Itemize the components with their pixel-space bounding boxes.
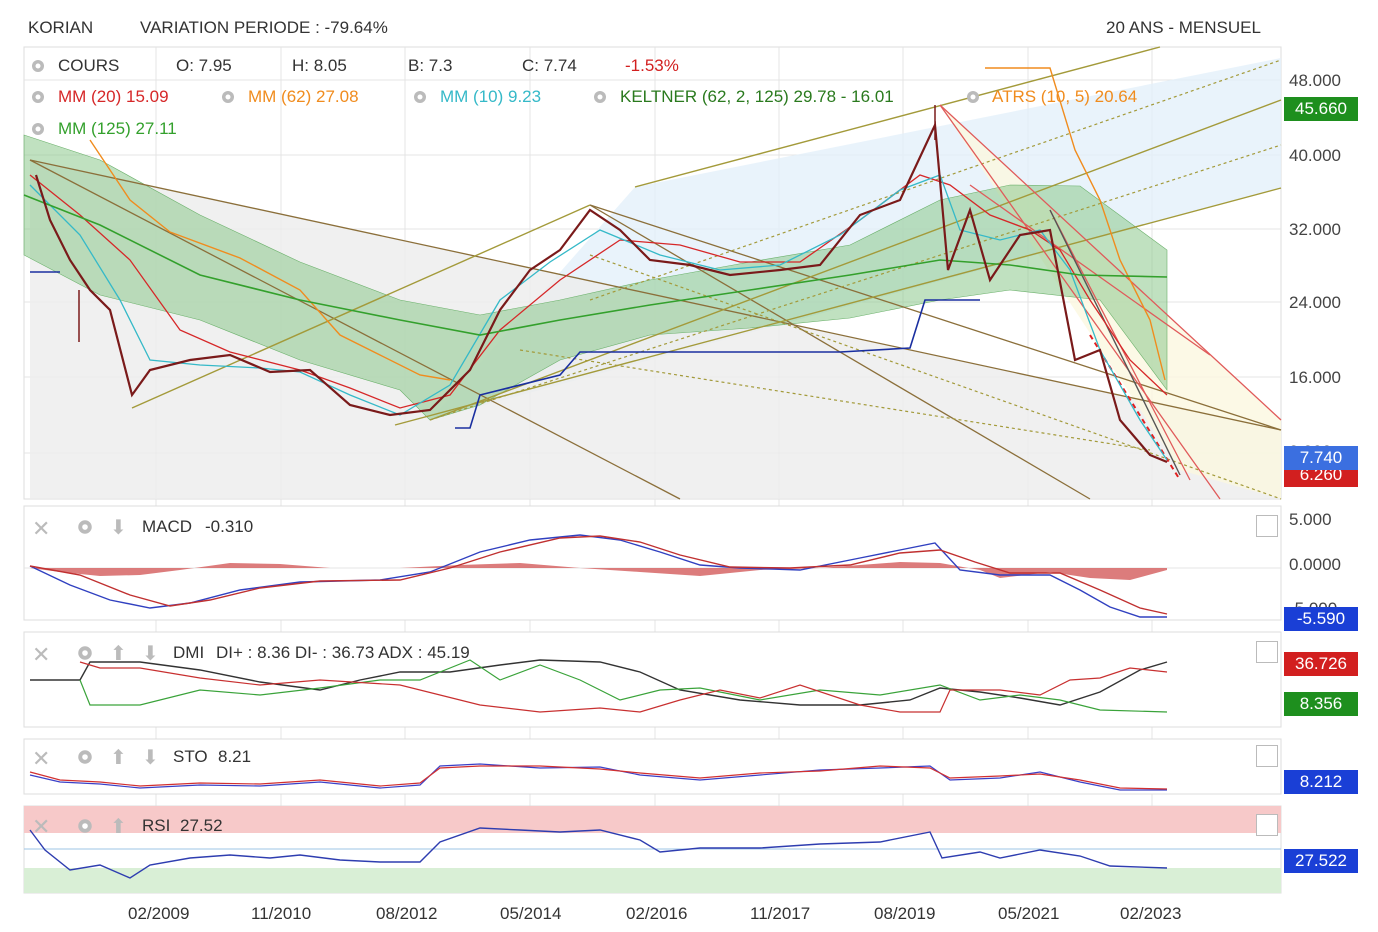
dmi-value: DI+ : 8.36 DI- : 36.73 ADX : 45.19 <box>216 643 470 662</box>
rsi-label: RSI <box>142 816 171 835</box>
y-tick-24: 24.000 <box>1289 293 1341 312</box>
gear-icon[interactable] <box>76 644 94 662</box>
close-icon[interactable]: ✕ <box>32 642 51 667</box>
fork-lines-olive <box>131 46 1282 426</box>
atrs-label: ATRS (10, 5) 20.64 <box>992 87 1138 106</box>
price-line <box>34 120 1168 464</box>
cours-label: COURS <box>58 56 120 75</box>
keltner-label: KELTNER (62, 2, 125) 29.78 - 16.01 <box>620 87 894 106</box>
sto-value: 8.21 <box>218 747 252 766</box>
move-down-icon[interactable]: ⬇ <box>142 747 159 769</box>
x-tick-8: 05/2021 <box>998 904 1059 923</box>
move-up-icon[interactable]: ⬆ <box>110 816 127 838</box>
x-tick-6: 11/2017 <box>750 904 810 923</box>
di-plus-line <box>79 659 1168 713</box>
rsi-value: 27.52 <box>180 816 223 835</box>
rsi-overbought-zone <box>24 806 1281 833</box>
macd-line <box>29 534 1167 618</box>
x-tick-7: 08/2019 <box>874 904 935 923</box>
macd-histogram <box>30 562 1167 580</box>
fork-lines-dotted <box>429 59 1282 500</box>
rsi-checkbox[interactable] <box>1256 814 1278 836</box>
move-up-icon[interactable]: ⬆ <box>110 643 127 665</box>
gear-icon[interactable] <box>412 89 428 105</box>
badge-di-plus: 8.356 <box>1284 692 1358 716</box>
atrs-line <box>30 271 980 429</box>
mm125-label: MM (125) 27.11 <box>58 119 177 138</box>
mm10-label: MM (10) 9.23 <box>440 87 542 106</box>
rsi-line <box>29 827 1168 879</box>
x-tick-9: 02/2023 <box>1120 904 1181 923</box>
y-tick-32: 32.000 <box>1289 220 1341 239</box>
badge-45660: 45.660 <box>1284 97 1358 121</box>
sto-d-line <box>29 765 1168 790</box>
move-up-icon[interactable]: ⬆ <box>110 747 127 769</box>
close-icon[interactable]: ✕ <box>32 814 51 839</box>
macd-tick-5: 5.000 <box>1289 510 1332 529</box>
atrs-orange-line <box>89 67 1166 381</box>
sto-label: STO <box>173 747 208 766</box>
gear-icon[interactable] <box>30 121 46 137</box>
period-label[interactable]: 20 ANS - MENSUEL <box>1106 18 1261 37</box>
macd-label: MACD <box>142 517 193 536</box>
change-value: -1.53% <box>625 56 679 75</box>
low-value: B: 7.3 <box>408 56 453 75</box>
mm20-label: MM (20) 15.09 <box>58 87 169 106</box>
gear-icon[interactable] <box>76 518 94 536</box>
badge-macd: -5.590 <box>1284 607 1358 631</box>
macd-value: -0.310 <box>205 517 254 536</box>
sto-k-line <box>29 763 1167 791</box>
x-tick-3: 08/2012 <box>376 904 437 923</box>
dmi-label: DMI <box>173 643 205 662</box>
high-value: H: 8.05 <box>292 56 347 75</box>
sto-checkbox[interactable] <box>1256 745 1278 767</box>
x-tick-1: 02/2009 <box>128 904 189 923</box>
badge-sto: 8.212 <box>1284 770 1358 794</box>
open-value: O: 7.95 <box>176 56 232 75</box>
y-tick-40: 40.000 <box>1289 146 1341 165</box>
macd-panel <box>23 505 1282 621</box>
close-value: C: 7.74 <box>522 56 577 75</box>
macd-tick-0: 0.0000 <box>1289 555 1341 574</box>
mm125-line <box>23 194 1168 336</box>
close-icon[interactable]: ✕ <box>32 746 51 771</box>
x-tick-5: 02/2016 <box>626 904 687 923</box>
badge-di-minus: 36.726 <box>1284 652 1358 676</box>
variation-label: VARIATION PERIODE : -79.64% <box>140 18 388 37</box>
mm62-label: MM (62) 27.08 <box>248 87 359 106</box>
dark-trend <box>1049 209 1181 476</box>
gear-icon[interactable] <box>592 89 608 105</box>
gear-icon[interactable] <box>76 817 94 835</box>
ticker-label: KORIAN <box>28 18 94 37</box>
y-tick-16: 16.000 <box>1289 368 1341 387</box>
move-down-icon[interactable]: ⬇ <box>110 517 127 539</box>
move-down-icon[interactable]: ⬇ <box>142 643 159 665</box>
x-tick-2: 11/2010 <box>251 904 311 923</box>
x-tick-4: 05/2014 <box>500 904 561 923</box>
gear-icon[interactable] <box>76 748 94 766</box>
macd-checkbox[interactable] <box>1256 515 1278 537</box>
gear-icon[interactable] <box>30 58 46 74</box>
di-minus-line <box>79 661 1168 713</box>
keltner-band <box>23 134 1168 421</box>
badge-7740: 7.740 <box>1284 446 1358 470</box>
close-icon[interactable]: ✕ <box>32 516 51 541</box>
y-tick-48: 48.000 <box>1289 71 1341 90</box>
adx-line <box>30 659 1168 706</box>
dmi-checkbox[interactable] <box>1256 641 1278 663</box>
gear-icon[interactable] <box>965 89 981 105</box>
gear-icon[interactable] <box>30 89 46 105</box>
macd-signal-line <box>29 535 1168 615</box>
rsi-oversold-zone <box>24 868 1281 893</box>
badge-rsi: 27.522 <box>1284 849 1358 873</box>
gear-icon[interactable] <box>220 89 236 105</box>
sto-panel <box>23 738 1282 795</box>
